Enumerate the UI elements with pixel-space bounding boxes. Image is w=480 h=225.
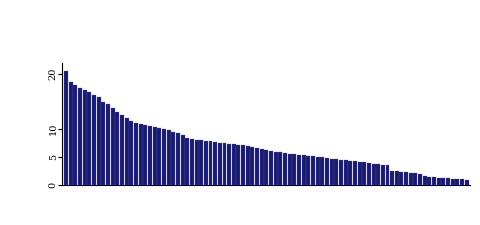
Bar [348,161,352,184]
Bar [325,158,329,184]
Bar [427,177,432,184]
Bar [283,153,287,184]
Bar [334,159,338,184]
Bar [297,155,301,184]
Bar [157,128,161,184]
Bar [208,142,213,184]
Bar [423,176,427,184]
Bar [413,173,418,184]
Bar [465,180,468,184]
Bar [64,71,68,184]
Bar [87,92,91,184]
Bar [353,161,357,184]
Bar [316,157,320,184]
Bar [311,156,315,184]
Bar [367,163,371,184]
Bar [153,127,156,184]
Bar [92,95,96,184]
Bar [213,142,217,184]
Bar [69,82,73,184]
Bar [442,178,445,184]
Bar [339,160,343,184]
Bar [404,172,408,184]
Bar [167,130,170,184]
Bar [302,155,306,184]
Bar [120,115,124,184]
Bar [180,135,184,184]
Bar [460,179,464,184]
Bar [358,162,361,184]
Bar [97,97,101,184]
Bar [418,174,422,184]
Bar [139,124,143,184]
Bar [176,133,180,184]
Bar [260,149,264,184]
Bar [274,152,278,184]
Bar [385,165,389,184]
Bar [246,146,250,184]
Bar [446,178,450,184]
Bar [409,173,413,184]
Bar [237,145,240,184]
Bar [194,140,199,184]
Bar [101,102,106,184]
Bar [73,85,77,184]
Bar [278,153,282,184]
Bar [372,164,375,184]
Bar [83,90,87,184]
Bar [381,165,385,184]
Bar [241,145,245,184]
Bar [185,137,189,184]
Bar [437,178,441,184]
Bar [223,143,227,184]
Bar [199,140,203,184]
Bar [399,172,404,184]
Bar [395,171,399,184]
Bar [162,129,166,184]
Bar [227,144,231,184]
Bar [255,148,259,184]
Bar [190,139,194,184]
Bar [292,154,296,184]
Bar [330,159,334,184]
Bar [251,147,254,184]
Bar [115,112,120,184]
Bar [432,177,436,184]
Bar [144,125,147,184]
Bar [264,150,268,184]
Bar [288,154,292,184]
Bar [148,126,152,184]
Bar [78,88,82,184]
Bar [129,121,133,184]
Bar [376,164,380,184]
Bar [134,123,138,184]
Bar [320,158,324,184]
Bar [125,118,129,184]
Bar [362,162,366,184]
Bar [232,144,236,184]
Bar [204,141,208,184]
Bar [269,151,273,184]
Bar [451,179,455,184]
Bar [106,104,110,184]
Bar [111,108,115,184]
Bar [390,171,394,184]
Bar [218,142,222,184]
Bar [306,156,310,184]
Bar [171,132,175,184]
Bar [456,179,459,184]
Bar [344,160,348,184]
